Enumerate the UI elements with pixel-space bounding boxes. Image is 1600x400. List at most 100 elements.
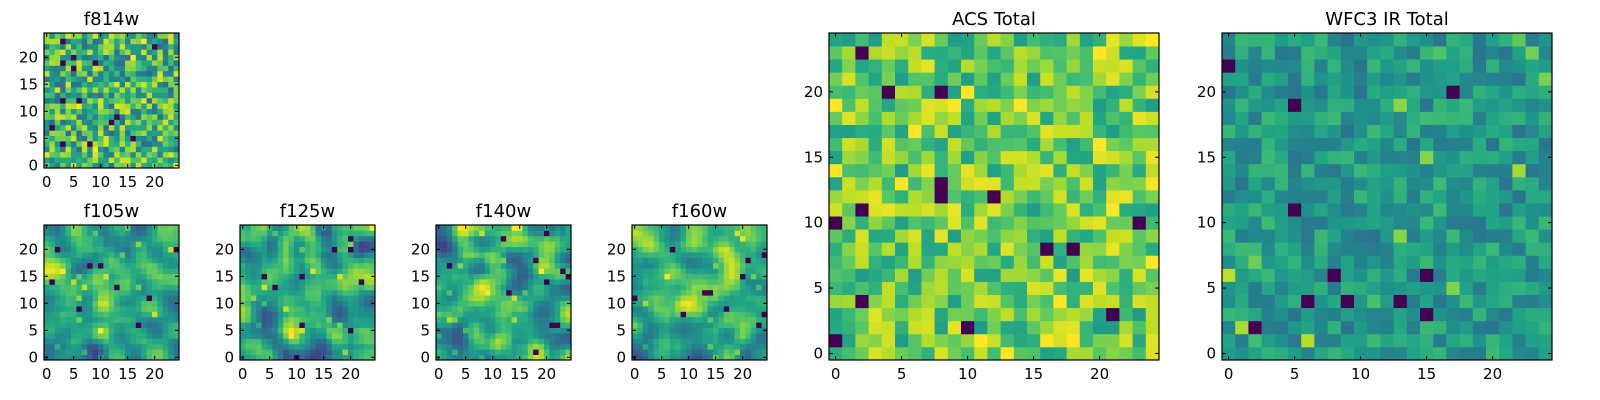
heatmap-cell [92,333,99,339]
heatmap-cell [669,262,676,269]
heatmap-cell [436,306,442,312]
heatmap-cell [881,346,896,361]
heatmap-cell [729,300,735,307]
heatmap-cell [473,354,480,361]
heatmap-cell [463,343,469,350]
heatmap-cell [162,141,169,147]
heatmap-cell [141,119,147,126]
heatmap-cell [173,316,180,323]
heatmap-cell [1499,216,1513,230]
heatmap-cell [1301,46,1315,60]
heatmap-cell [92,300,99,307]
heatmap-cell [250,289,257,296]
heatmap-cell [135,306,142,312]
heatmap-cell [446,230,453,237]
heatmap-cell [92,235,99,242]
heatmap-cell [1538,137,1553,152]
heatmap-cell [81,289,88,296]
heatmap-cell [1472,307,1487,322]
heatmap-cell [1499,268,1513,282]
heatmap-cell [1145,203,1160,217]
heatmap-cell [734,252,741,258]
heatmap-cell [331,354,338,361]
heatmap-cell [479,322,485,328]
heatmap-cell [1027,229,1041,243]
heatmap-cell [272,262,279,269]
heatmap-cell [1499,294,1513,309]
heatmap-cell [321,252,327,258]
heatmap-cell [71,54,77,61]
heatmap-cell [245,295,252,301]
heatmap-cell [1288,124,1302,139]
heatmap-cell [1027,33,1041,47]
heatmap-cell [326,252,333,258]
heatmap-cell [1538,255,1553,269]
heatmap-cell [653,289,660,296]
heatmap-cell [54,130,61,136]
heatmap-cell [119,43,126,50]
heatmap-cell [1367,333,1381,348]
heatmap-cell [1420,98,1434,112]
heatmap-cell [240,306,246,312]
heatmap-cell [304,338,311,345]
heatmap-cell [157,311,164,318]
x-tick-label: 20 [537,365,556,383]
heatmap-cell [168,235,174,242]
heatmap-cell [92,33,99,39]
heatmap-cell [517,289,523,296]
heatmap-cell [527,289,534,296]
heatmap-cell [696,338,703,345]
heatmap-cell [734,225,741,231]
heatmap-cell [321,322,327,328]
y-tick-label: 5 [420,321,430,339]
heatmap-cell [310,257,316,264]
heatmap-cell [686,316,692,323]
heatmap-cell [522,306,529,312]
heatmap-cell [87,241,93,247]
heatmap-cell [740,338,746,345]
heatmap-cell [1525,346,1540,361]
heatmap-cell [108,157,115,163]
heatmap-cell [961,150,975,165]
heatmap-cell [1327,189,1342,204]
heatmap-cell [745,225,752,231]
heatmap-cell [761,225,768,231]
heatmap-cell [44,268,50,274]
heatmap-cell [729,333,735,339]
heatmap-cell [173,257,180,264]
heatmap-cell [135,108,142,115]
heatmap-cell [1367,46,1381,60]
heatmap-cell [934,46,949,60]
heatmap-cell [669,273,676,280]
heatmap-cell [337,311,343,318]
heatmap-cell [653,241,660,247]
heatmap-cell [908,268,922,282]
heatmap-cell [452,306,458,312]
heatmap-cell [331,343,338,350]
heatmap-cell [130,141,137,147]
heatmap-cell [560,257,566,264]
heatmap-cell [842,294,856,309]
heatmap-cell [468,295,475,301]
heatmap-cell [114,279,120,285]
heatmap-cell [1340,216,1355,230]
heatmap-cell [895,98,909,112]
heatmap-cell [934,203,949,217]
heatmap-cell [500,225,507,231]
heatmap-cell [734,279,741,285]
heatmap-cell [544,333,550,339]
heatmap-cell [299,311,306,318]
heatmap-cell [632,257,638,264]
heatmap-cell [288,306,295,312]
heatmap-cell [718,316,725,323]
heatmap-cell [87,162,93,169]
heatmap-cell [473,322,480,328]
heatmap-cell [740,327,746,334]
heatmap-cell [750,333,757,339]
heatmap-cell [702,225,708,231]
heatmap-cell [881,307,896,322]
heatmap-cell [162,230,169,237]
heatmap-cell [1040,307,1054,322]
heatmap-cell [283,241,289,247]
